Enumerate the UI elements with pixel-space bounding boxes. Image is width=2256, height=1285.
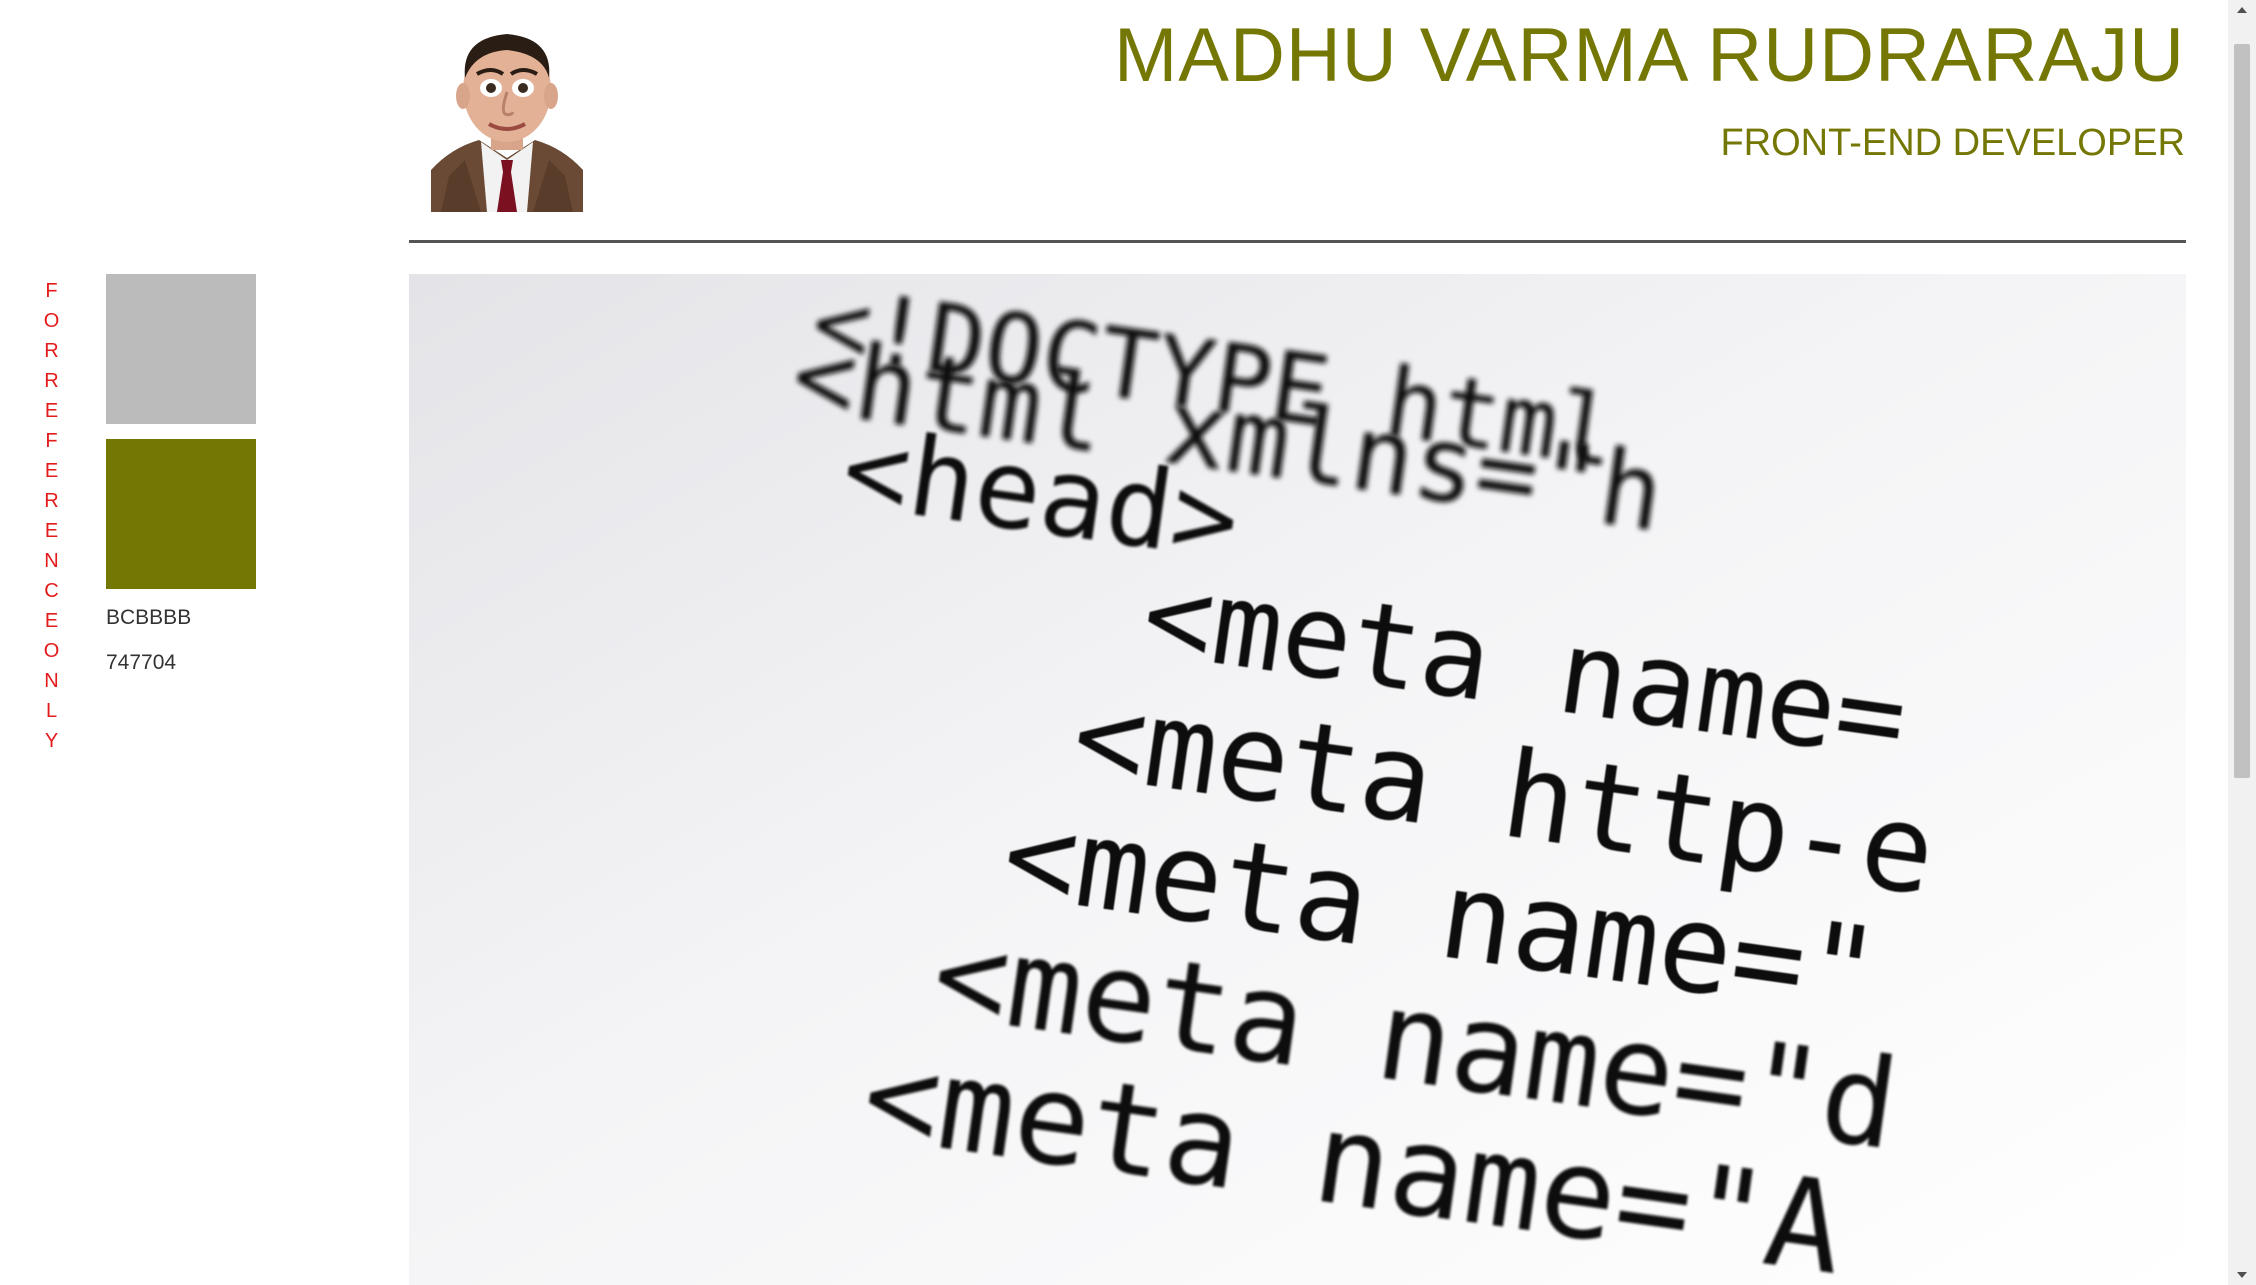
reference-letter: R (44, 370, 60, 392)
reference-letter: E (44, 400, 60, 422)
reference-letter: O (43, 640, 61, 662)
swatch-gray (106, 274, 256, 424)
reference-letter: F (45, 430, 59, 452)
reference-letter: F (45, 280, 59, 302)
reference-letter: E (44, 460, 60, 482)
hero-code-image: <!DOCTYPE html <html xmlns="h <head> <meta … (409, 274, 2186, 1285)
header-divider (409, 240, 2186, 243)
triangle-up-icon[interactable] (2228, 0, 2256, 20)
reference-letter: C (44, 580, 60, 602)
reference-letter: E (44, 520, 60, 542)
scrollbar-thumb[interactable] (2234, 44, 2250, 778)
page-title: MADHU VARMA RUDRARAJU (1113, 13, 2185, 98)
reference-letter: E (44, 610, 60, 632)
profile-avatar (431, 20, 583, 212)
reference-letter: R (44, 490, 60, 512)
reference-letter: N (44, 550, 60, 572)
reference-letter: O (43, 310, 61, 332)
reference-letter: L (45, 700, 59, 722)
swatch-olive (106, 439, 256, 589)
triangle-down-icon[interactable] (2228, 1265, 2256, 1285)
vertical-scrollbar[interactable] (2228, 0, 2256, 1285)
job-title: FRONT-END DEVELOPER (1720, 122, 2185, 164)
swatch-olive-label: 747704 (106, 651, 177, 674)
reference-letter: N (44, 670, 60, 692)
reference-letter: R (44, 340, 60, 362)
swatch-gray-label: BCBBBB (106, 606, 192, 629)
reference-letter: Y (44, 730, 60, 752)
